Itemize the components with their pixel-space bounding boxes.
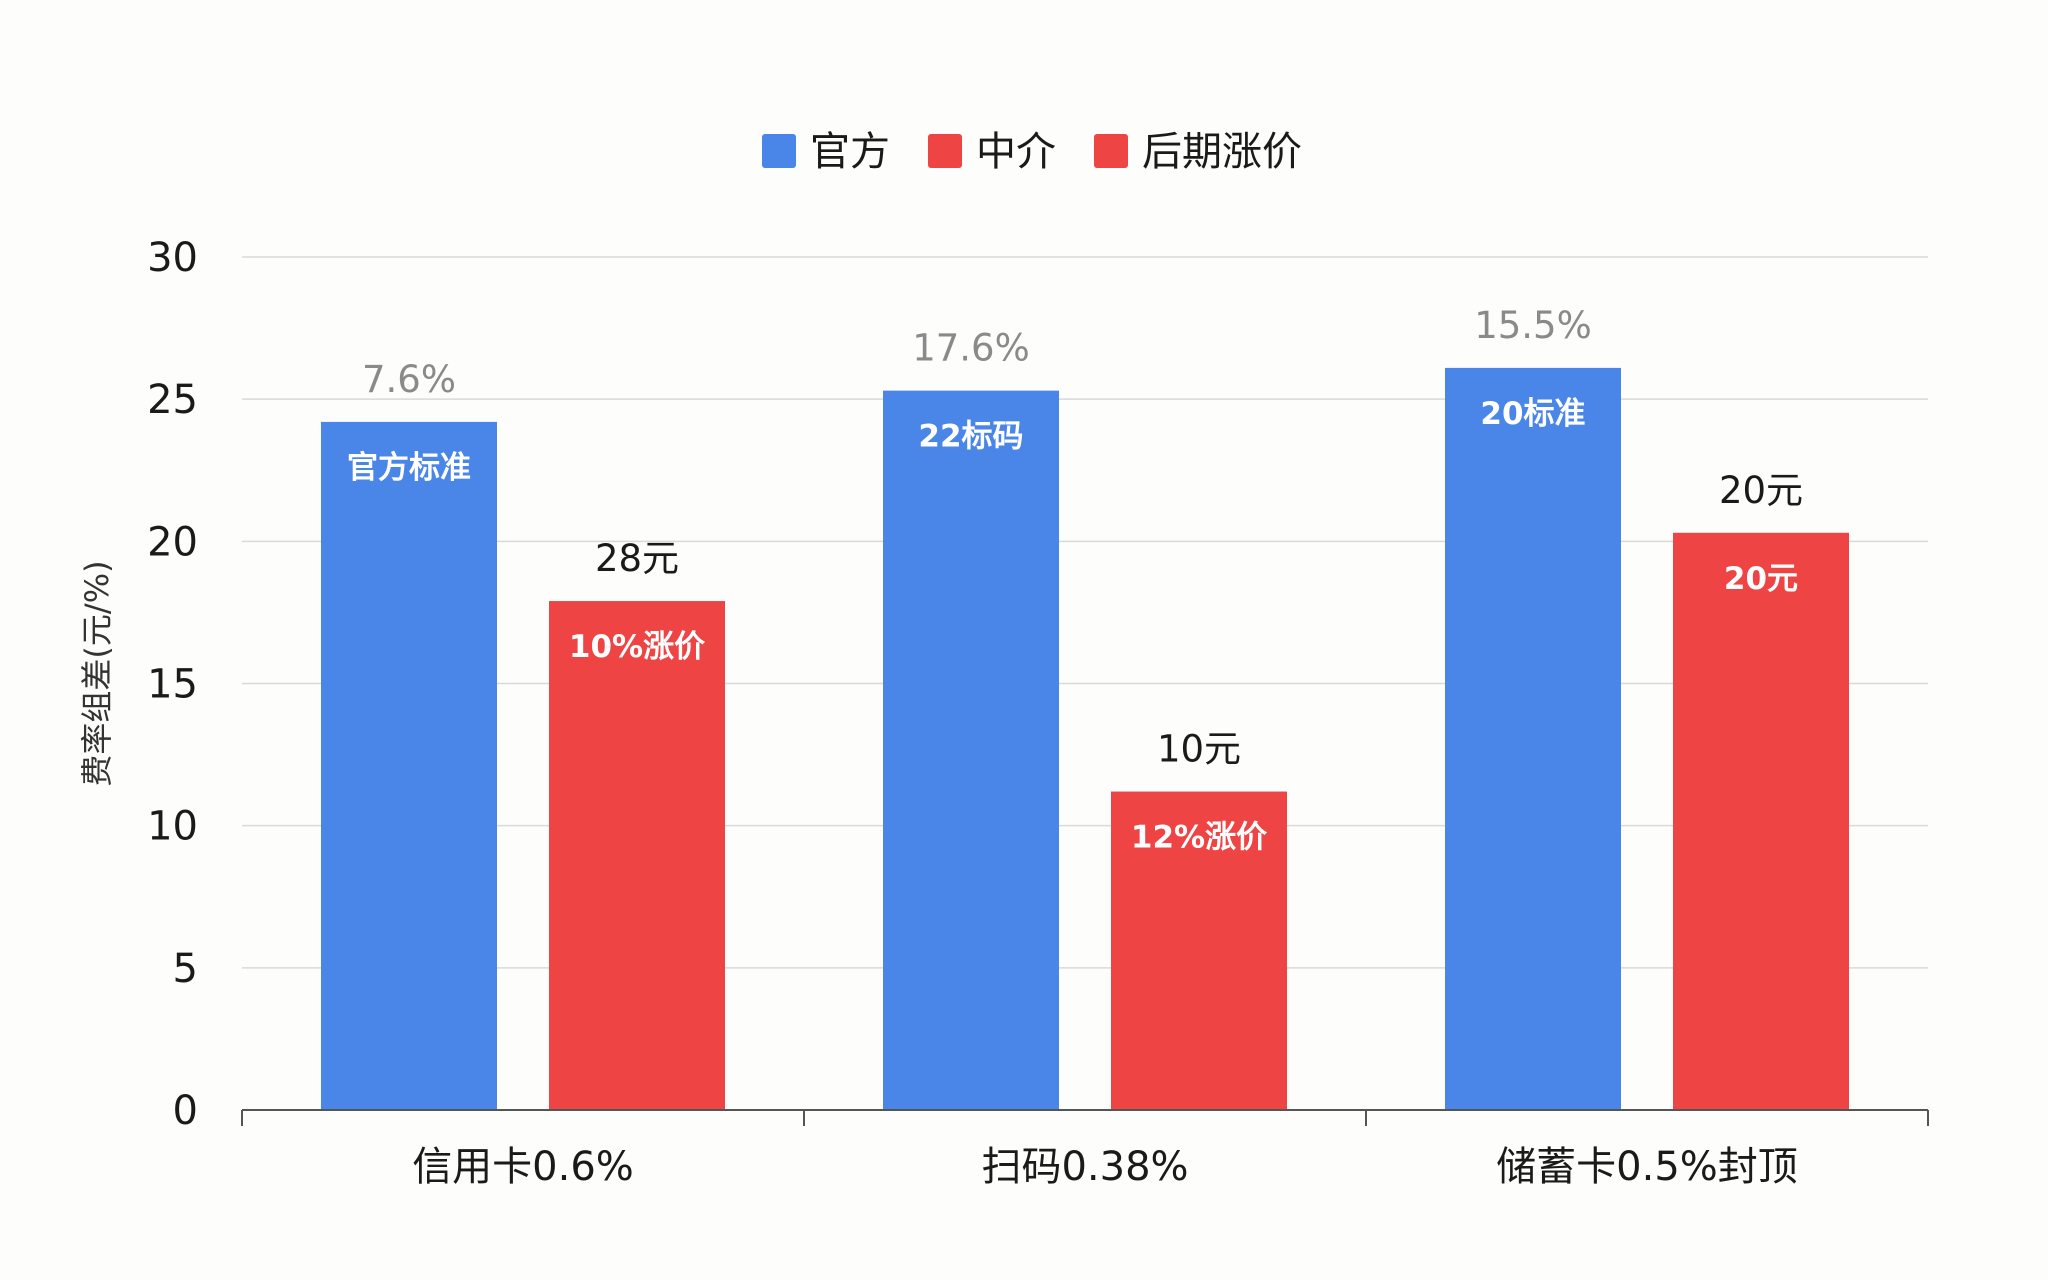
- legend-swatch: [762, 134, 796, 168]
- bars-layer: [321, 367, 1849, 1110]
- bar-label-above: 15.5%: [1474, 304, 1592, 347]
- bar-label-above: 17.6%: [912, 327, 1030, 370]
- legend-swatch: [928, 134, 962, 168]
- bar-label-inside: 20标准: [1480, 396, 1585, 432]
- legend: 官方 中介 后期涨价: [762, 129, 1302, 175]
- legend-swatch: [1094, 134, 1128, 168]
- bar-label-inside: 官方标准: [347, 450, 471, 486]
- y-tick-label: 30: [147, 235, 198, 281]
- bar-agent: [1673, 532, 1849, 1110]
- grid-layer: [242, 256, 1928, 969]
- axis-layer: 0 5 10 15 20 25 30 信用卡0.6% 扫码0.38% 储蓄卡0.5%封顶: [147, 235, 1929, 1190]
- legend-label: 中介: [976, 129, 1056, 175]
- y-tick-label: 0: [173, 1088, 198, 1134]
- y-axis-label: 费率组差(元/%): [78, 560, 116, 786]
- bar-official: [321, 421, 497, 1110]
- bar-label-inside: 12%涨价: [1131, 820, 1267, 856]
- y-tick-label: 10: [147, 804, 198, 850]
- y-tick-label: 15: [147, 662, 198, 708]
- x-tick-label: 信用卡0.6%: [412, 1144, 634, 1190]
- bar-label-above: 28元: [595, 537, 679, 580]
- bar-label-inside: 20元: [1724, 561, 1798, 597]
- y-tick-label: 20: [147, 519, 198, 565]
- bar-agent: [549, 601, 725, 1110]
- bar-official: [883, 390, 1059, 1110]
- bar-agent: [1111, 791, 1287, 1110]
- bar-label-above: 10元: [1157, 728, 1241, 771]
- legend-label: 后期涨价: [1142, 129, 1302, 175]
- y-tick-label: 25: [147, 377, 198, 423]
- bar-label-inside: 22标码: [918, 419, 1023, 455]
- bar-official: [1445, 367, 1621, 1110]
- y-tick-label: 5: [173, 946, 198, 992]
- bar-label-above: 20元: [1719, 469, 1803, 512]
- labels-layer: 7.6% 官方标准 17.6% 22标码 15.5% 20标准 28元 10%涨价 10元 12%…: [347, 304, 1803, 856]
- x-tick-label: 储蓄卡0.5%封顶: [1496, 1144, 1798, 1190]
- bar-label-inside: 10%涨价: [569, 629, 705, 665]
- x-tick-label: 扫码0.38%: [981, 1144, 1188, 1190]
- bar-label-above: 7.6%: [362, 358, 456, 401]
- legend-label: 官方: [810, 129, 890, 175]
